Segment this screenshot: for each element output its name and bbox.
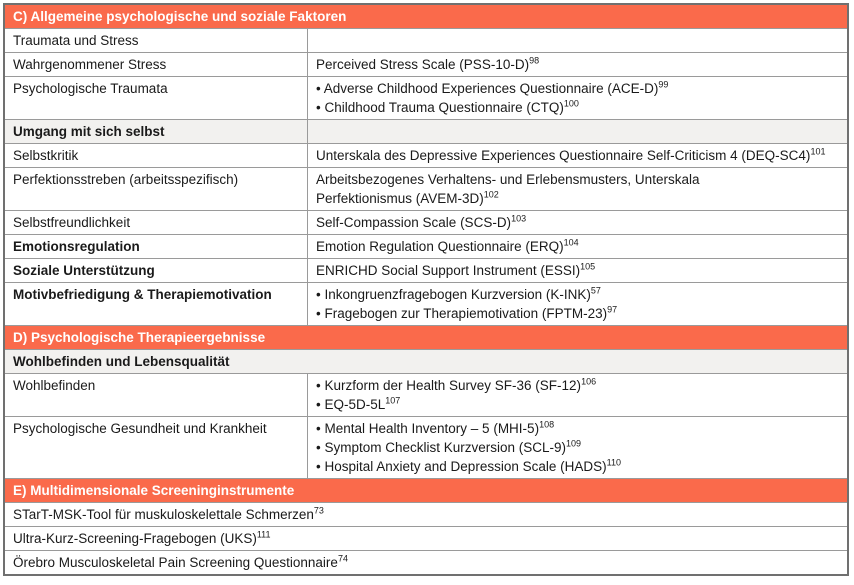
instrument-entry: • Kurzform der Health Survey SF-36 (SF-1… [316, 376, 597, 393]
row-label: Emotionsregulation [13, 239, 140, 254]
subsection-row: Umgang mit sich selbst [5, 119, 847, 143]
reference-superscript: 105 [580, 261, 596, 272]
section-header-d: D) Psychologische Therapieergebnisse [5, 325, 847, 349]
instrument-entry: • Symptom Checklist Kurzversion (SCL-9)1… [316, 438, 582, 455]
subsection-label: Wohlbefinden und Lebensqualität [13, 354, 230, 369]
table-row: Ultra-Kurz-Screening-Fragebogen (UKS)111 [5, 526, 847, 550]
reference-superscript: 111 [256, 529, 271, 540]
reference-superscript: 57 [590, 285, 601, 296]
reference-superscript: 74 [337, 553, 348, 564]
row-instruments [307, 120, 847, 143]
table-row: Psychologische Traumata • Adverse Childh… [5, 76, 847, 119]
instrument-entry: ENRICHD Social Support Instrument (ESSI)… [316, 261, 596, 278]
reference-superscript: 73 [313, 505, 324, 516]
section-header-label: D) Psychologische Therapieergebnisse [5, 326, 847, 349]
reference-superscript: 101 [810, 146, 826, 157]
row-instruments: Perceived Stress Scale (PSS-10-D)98 [307, 53, 847, 76]
screening-instrument: Ultra-Kurz-Screening-Fragebogen (UKS)111 [13, 529, 271, 546]
screening-instrument: Örebro Musculoskeletal Pain Screening Qu… [13, 553, 348, 570]
instrument-entry: • Mental Health Inventory – 5 (MHI-5)108 [316, 419, 555, 436]
table-row: Selbstfreundlichkeit Self-Compassion Sca… [5, 210, 847, 234]
instrument-entry: Perceived Stress Scale (PSS-10-D)98 [316, 55, 540, 72]
row-instruments [307, 29, 847, 52]
instrument-entry: Unterskala des Depressive Experiences Qu… [316, 146, 826, 163]
section-header-c: C) Allgemeine psychologische und soziale… [5, 5, 847, 28]
table-row: Wahrgenommener Stress Perceived Stress S… [5, 52, 847, 76]
table-row: Motivbefriedigung & Therapiemotivation •… [5, 282, 847, 325]
instrument-entry: Perfektionismus (AVEM-3D)102 [316, 189, 499, 206]
reference-superscript: 98 [529, 55, 540, 66]
section-header-label: E) Multidimensionale Screeninginstrument… [5, 479, 847, 502]
row-label: Wahrgenommener Stress [13, 57, 167, 72]
table-row: Örebro Musculoskeletal Pain Screening Qu… [5, 550, 847, 574]
row-label: Selbstfreundlichkeit [13, 215, 131, 230]
row-instruments: Unterskala des Depressive Experiences Qu… [307, 144, 847, 167]
reference-superscript: 108 [539, 419, 555, 430]
row-instruments: Emotion Regulation Questionnaire (ERQ)10… [307, 235, 847, 258]
section-header-e: E) Multidimensionale Screeninginstrument… [5, 478, 847, 502]
reference-superscript: 100 [563, 98, 579, 109]
table-row: Emotionsregulation Emotion Regulation Qu… [5, 234, 847, 258]
row-instruments: • Kurzform der Health Survey SF-36 (SF-1… [307, 374, 847, 416]
instrument-entry: Emotion Regulation Questionnaire (ERQ)10… [316, 237, 579, 254]
instrument-entry: Arbeitsbezogenes Verhaltens- und Erleben… [316, 172, 700, 187]
table-row: Perfektionsstreben (arbeitsspezifisch) A… [5, 167, 847, 210]
table-row: Soziale Unterstützung ENRICHD Social Sup… [5, 258, 847, 282]
row-label: Selbstkritik [13, 148, 79, 163]
row-label: Perfektionsstreben (arbeitsspezifisch) [13, 172, 239, 187]
instrument-entry: • Childhood Trauma Questionnaire (CTQ)10… [316, 98, 579, 115]
row-label: Traumata und Stress [13, 33, 139, 48]
row-instruments: • Inkongruenzfragebogen Kurzversion (K-I… [307, 283, 847, 325]
reference-superscript: 103 [511, 213, 527, 224]
screening-instrument: STarT-MSK-Tool für muskuloskelettale Sch… [13, 505, 324, 522]
row-instruments: • Mental Health Inventory – 5 (MHI-5)108… [307, 417, 847, 478]
reference-superscript: 104 [563, 237, 579, 248]
row-label: Psychologische Traumata [13, 81, 168, 96]
instrument-entry: • EQ-5D-5L107 [316, 395, 401, 412]
row-label: Wohlbefinden [13, 378, 96, 393]
section-header-label: C) Allgemeine psychologische und soziale… [5, 5, 847, 28]
instrument-entry: • Hospital Anxiety and Depression Scale … [316, 457, 621, 474]
reference-superscript: 107 [385, 395, 401, 406]
table-row: STarT-MSK-Tool für muskuloskelettale Sch… [5, 502, 847, 526]
row-label: Soziale Unterstützung [13, 263, 155, 278]
row-instruments: Self-Compassion Scale (SCS-D)103 [307, 211, 847, 234]
reference-superscript: 109 [566, 438, 582, 449]
table-row: Wohlbefinden • Kurzform der Health Surve… [5, 373, 847, 416]
row-label: Motivbefriedigung & Therapiemotivation [13, 287, 272, 302]
row-instruments: ENRICHD Social Support Instrument (ESSI)… [307, 259, 847, 282]
row-instruments: Arbeitsbezogenes Verhaltens- und Erleben… [307, 168, 847, 210]
reference-superscript: 97 [607, 304, 618, 315]
reference-superscript: 106 [581, 376, 597, 387]
instrument-entry: • Adverse Childhood Experiences Question… [316, 79, 669, 96]
reference-superscript: 99 [658, 79, 669, 90]
table-row: Psychologische Gesundheit und Krankheit … [5, 416, 847, 478]
instrument-entry: • Inkongruenzfragebogen Kurzversion (K-I… [316, 285, 601, 302]
reference-superscript: 102 [483, 189, 499, 200]
outcome-measures-table: C) Allgemeine psychologische und soziale… [3, 3, 849, 576]
table-row: Traumata und Stress [5, 28, 847, 52]
table-row: Selbstkritik Unterskala des Depressive E… [5, 143, 847, 167]
subsection-row: Wohlbefinden und Lebensqualität [5, 349, 847, 373]
row-label: Psychologische Gesundheit und Krankheit [13, 421, 267, 436]
instrument-entry: • Fragebogen zur Therapiemotivation (FPT… [316, 304, 618, 321]
subsection-label: Umgang mit sich selbst [13, 124, 165, 139]
row-instruments: • Adverse Childhood Experiences Question… [307, 77, 847, 119]
instrument-entry: Self-Compassion Scale (SCS-D)103 [316, 213, 527, 230]
reference-superscript: 110 [606, 457, 621, 468]
